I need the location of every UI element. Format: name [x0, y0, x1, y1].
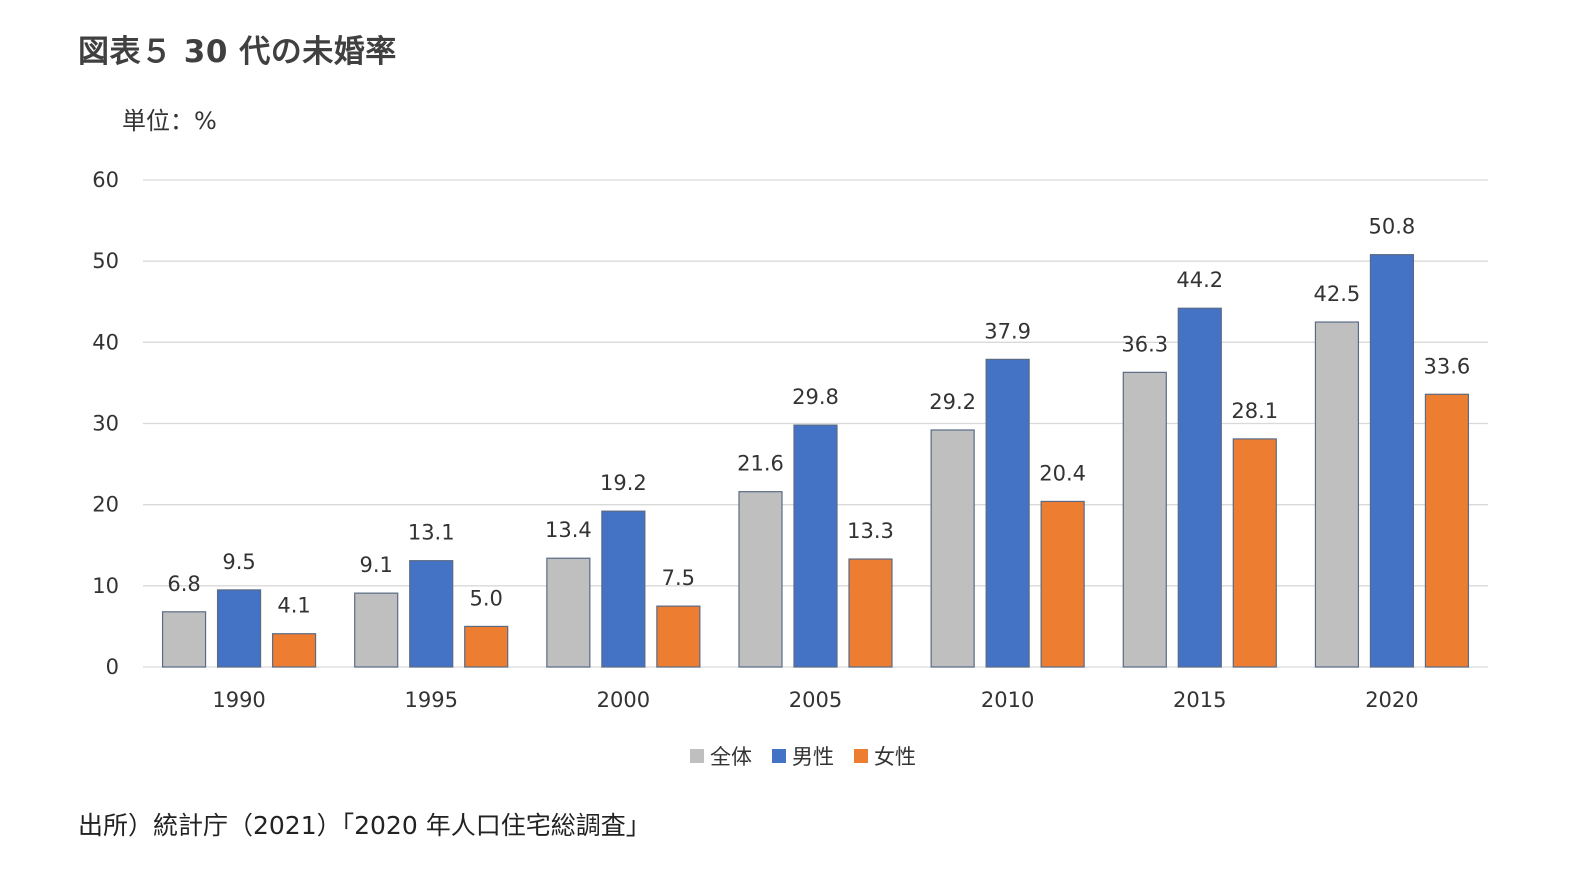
data-label: 13.3	[847, 519, 894, 543]
bar	[409, 560, 454, 668]
unit-label: 単位：%	[122, 107, 217, 135]
x-tick-label: 2000	[597, 688, 650, 712]
y-tick-label: 30	[92, 412, 119, 436]
bar	[546, 557, 591, 668]
data-label: 4.1	[277, 594, 310, 618]
bar	[1314, 321, 1360, 668]
x-tick-label: 2015	[1173, 688, 1226, 712]
bar	[271, 633, 317, 668]
data-label: 36.3	[1121, 332, 1168, 356]
data-label: 5.0	[470, 586, 503, 610]
bar	[738, 491, 783, 668]
bar	[216, 589, 262, 668]
data-label: 44.2	[1176, 268, 1223, 292]
data-label: 42.5	[1314, 282, 1361, 306]
bar	[1122, 371, 1167, 668]
bar	[1177, 307, 1222, 668]
y-tick-label: 40	[92, 330, 119, 354]
legend-swatch-total	[690, 749, 704, 763]
data-label: 19.2	[600, 471, 647, 495]
data-label: 29.2	[929, 390, 976, 414]
legend-item-female: 女性	[854, 741, 916, 771]
bar	[1424, 393, 1470, 668]
x-tick-label: 2005	[789, 688, 842, 712]
bar	[601, 510, 646, 668]
y-tick-label: 50	[92, 249, 119, 273]
bar	[1369, 254, 1415, 668]
y-tick-label: 10	[92, 574, 119, 598]
x-tick-label: 2010	[981, 688, 1034, 712]
x-tick-label: 2020	[1365, 688, 1418, 712]
legend-label-total: 全体	[710, 745, 752, 769]
legend-swatch-female	[854, 749, 868, 763]
y-tick-label: 0	[106, 655, 119, 679]
legend-item-male: 男性	[772, 741, 834, 771]
data-label: 6.8	[167, 572, 200, 596]
bar	[656, 605, 701, 668]
legend-label-female: 女性	[874, 745, 916, 769]
bar	[1040, 500, 1085, 668]
data-label: 50.8	[1369, 215, 1416, 239]
bar	[1232, 438, 1277, 668]
x-tick-label: 1995	[404, 688, 457, 712]
data-label: 9.1	[360, 553, 393, 577]
data-label: 13.1	[408, 521, 455, 545]
bar	[793, 424, 838, 668]
data-label: 28.1	[1231, 399, 1278, 423]
chart-title: 図表５ 30 代の未婚率	[78, 34, 397, 70]
data-label: 13.4	[545, 518, 592, 542]
bar	[985, 358, 1030, 668]
legend-label-male: 男性	[792, 745, 834, 769]
y-tick-label: 20	[92, 493, 119, 517]
y-tick-label: 60	[92, 168, 119, 192]
data-label: 7.5	[662, 566, 695, 590]
bar	[930, 429, 975, 668]
legend: 全体 男性 女性	[690, 741, 916, 771]
bar	[161, 611, 207, 668]
data-label: 37.9	[984, 319, 1031, 343]
data-label: 33.6	[1424, 354, 1471, 378]
bar	[464, 625, 509, 668]
data-label: 20.4	[1039, 461, 1086, 485]
source-note: 出所）統計庁（2021）「2020 年人口住宅総調査」	[78, 811, 651, 840]
bar	[354, 592, 399, 668]
data-label: 29.8	[792, 385, 839, 409]
bar	[848, 558, 893, 668]
data-label: 9.5	[222, 550, 255, 574]
legend-swatch-male	[772, 749, 786, 763]
legend-item-total: 全体	[690, 741, 752, 771]
x-tick-label: 1990	[212, 688, 265, 712]
data-label: 21.6	[737, 452, 784, 476]
